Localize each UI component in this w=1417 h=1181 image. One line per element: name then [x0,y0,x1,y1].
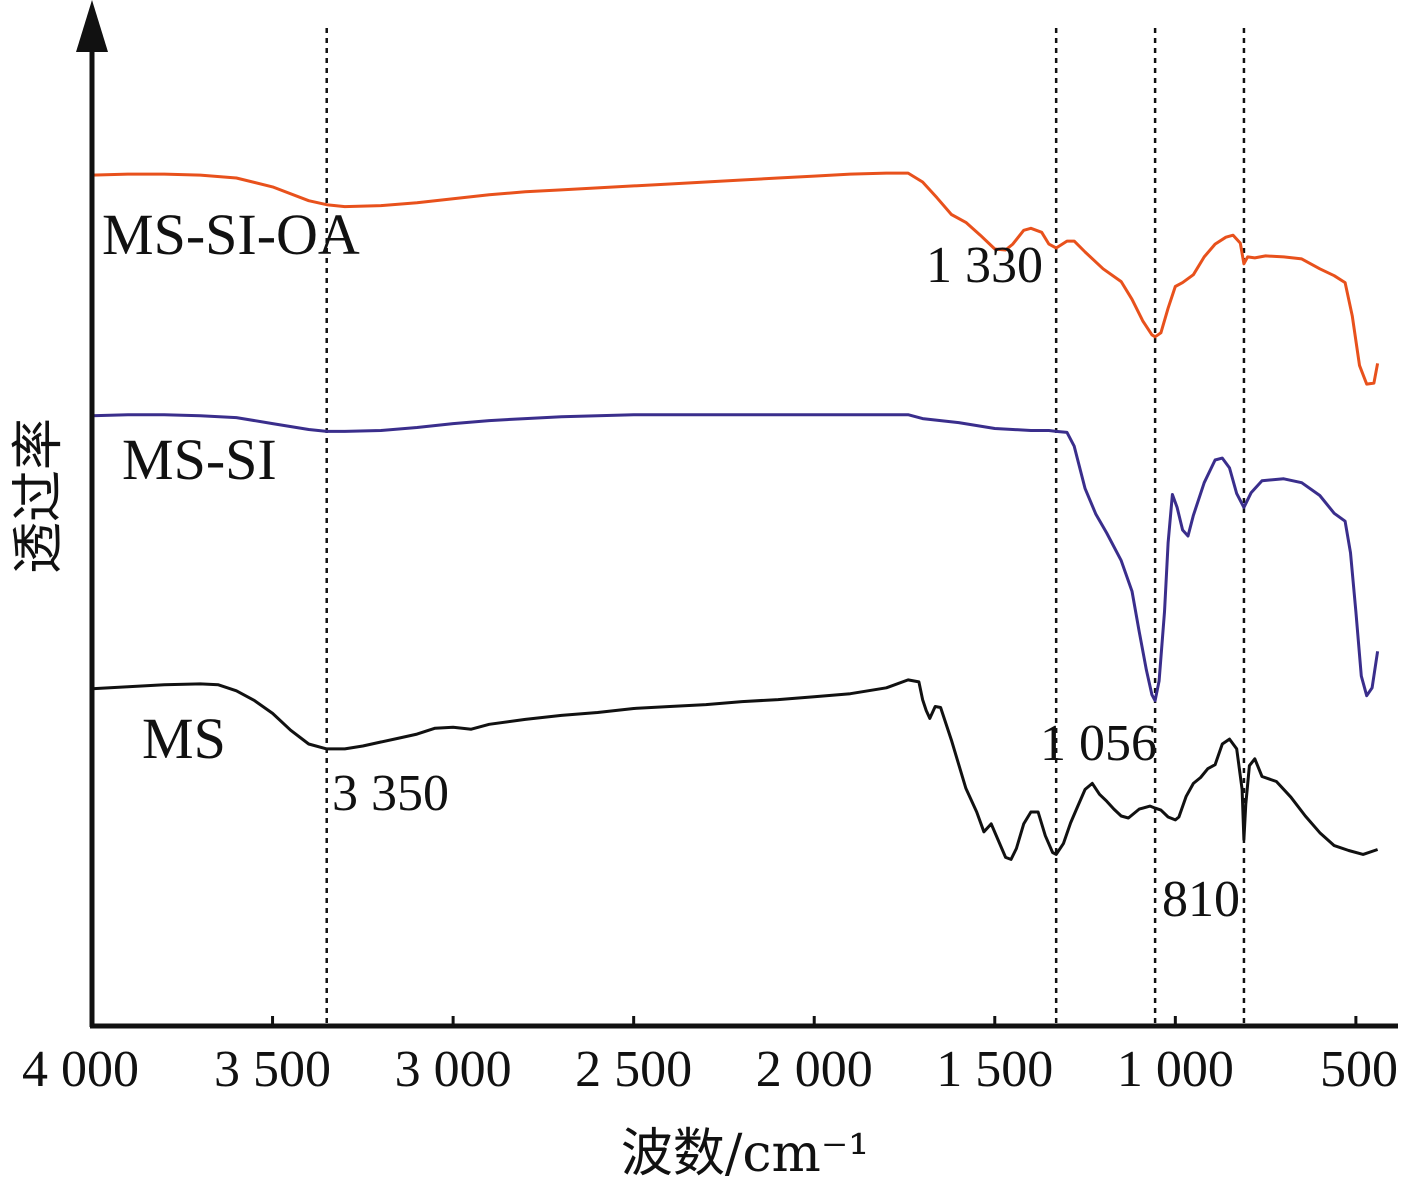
annotation-labels: 3 350 1 330 1 056 810 [332,237,1240,928]
x-axis-title: 波数/cm⁻¹ [621,1124,869,1181]
x-tick-label: 500 [1320,1041,1398,1098]
x-tick-label: 2 000 [756,1041,873,1098]
series-label-ms-si: MS-SI [122,427,277,492]
series-label-ms: MS [142,706,226,771]
y-axis-title: 透过率 [9,418,69,574]
series-line-ms-si [91,413,1380,703]
series-labels: MS-SI-OA MS-SI MS [102,202,360,771]
axes [76,0,1398,1029]
x-tick-label: 3 000 [395,1041,512,1098]
x-tick-label: 3 500 [214,1041,331,1098]
annotation-3350: 3 350 [332,765,449,822]
series-line-ms-si-oa [91,171,1380,386]
series-lines [91,171,1380,861]
x-tick-label: 4 000 [22,1041,139,1098]
annotation-1330: 1 330 [926,237,1043,294]
y-axis-arrow [76,0,108,52]
x-tick-label: 2 500 [575,1041,692,1098]
x-tick-label: 1 500 [936,1041,1053,1098]
x-tick-label: 1 000 [1117,1041,1234,1098]
series-line-ms [91,678,1379,861]
reference-lines [325,28,1246,1026]
annotation-810: 810 [1162,871,1240,928]
annotation-1056: 1 056 [1040,715,1157,772]
series-label-ms-si-oa: MS-SI-OA [102,202,360,267]
x-ticks: 4 000 3 500 3 000 2 500 2 000 1 500 1 000 500 [22,1016,1398,1098]
